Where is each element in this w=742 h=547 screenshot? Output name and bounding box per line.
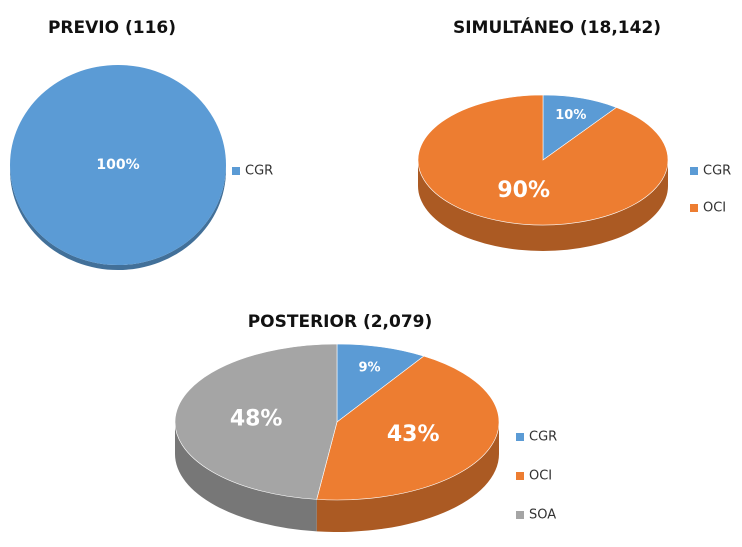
chart-title: PREVIO (116)	[48, 18, 176, 38]
pie-slice	[316, 355, 500, 501]
legend-swatch	[516, 433, 524, 441]
data-label: 100%	[96, 157, 139, 173]
legend-swatch	[690, 167, 698, 175]
pie-slice	[336, 343, 425, 423]
chart-title: SIMULTÁNEO (18,142)	[453, 16, 661, 38]
pie-slice	[542, 94, 618, 161]
data-label: 9%	[359, 361, 381, 376]
data-label: 90%	[497, 178, 550, 203]
data-label: 10%	[555, 108, 586, 123]
legend-label: SOA	[529, 508, 556, 523]
legend-swatch	[516, 472, 524, 480]
legend-label: OCI	[529, 469, 552, 484]
pie-slice	[10, 65, 226, 265]
data-label: 48%	[230, 407, 283, 432]
pie-side	[316, 422, 499, 532]
pie-slice	[417, 94, 669, 226]
data-label: 43%	[387, 422, 440, 447]
pie-slice	[174, 343, 338, 500]
legend-swatch	[516, 511, 524, 519]
legend-label: CGR	[703, 164, 731, 179]
chart-title: POSTERIOR (2,079)	[248, 312, 433, 332]
legend-label: CGR	[245, 164, 273, 179]
legend-label: CGR	[529, 430, 557, 445]
legend-swatch	[690, 204, 698, 212]
legend-label: OCI	[703, 201, 726, 216]
legend-swatch	[232, 167, 240, 175]
pie-side	[175, 422, 317, 532]
pie-side	[418, 160, 668, 251]
